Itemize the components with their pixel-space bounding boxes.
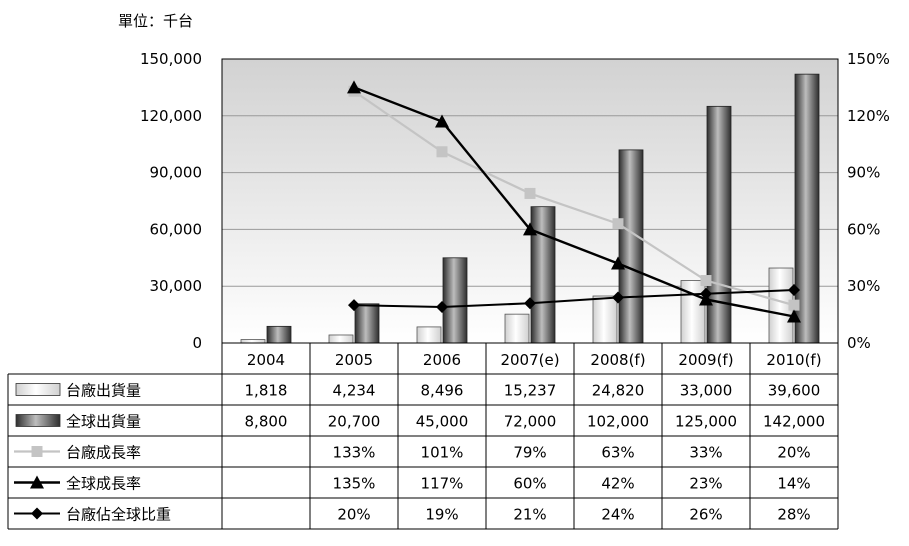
table-value-taiwan-shipment: 15,237 <box>504 382 557 400</box>
table-value-global-shipment: 72,000 <box>504 413 557 431</box>
table-value-global-growth: 23% <box>689 475 722 493</box>
table-value-global-shipment: 8,800 <box>245 413 288 431</box>
table-value-global-growth: 14% <box>777 475 810 493</box>
bar-taiwan-shipment <box>416 326 442 344</box>
point-taiwan-growth <box>788 299 800 311</box>
point-global-growth <box>523 222 537 236</box>
bar-global-shipment <box>618 149 644 344</box>
table-value-taiwan-share: 21% <box>513 506 546 524</box>
legend-key-taiwan-shipment <box>15 383 61 396</box>
y-right-tick-label: 0% <box>847 334 871 352</box>
table-value-taiwan-growth: 20% <box>777 444 810 462</box>
line-taiwan-share <box>353 288 795 309</box>
table-value-taiwan-shipment: 33,000 <box>680 382 733 400</box>
point-global-growth <box>787 309 801 323</box>
table-value-global-shipment: 45,000 <box>416 413 469 431</box>
y-right-tick-label: 30% <box>847 277 880 295</box>
point-taiwan-growth <box>524 187 536 199</box>
plot-area <box>222 59 838 343</box>
legend-marker-global-growth <box>30 475 44 489</box>
table-value-taiwan-shipment: 4,234 <box>333 382 376 400</box>
bar-global-shipment <box>266 325 292 344</box>
bar-global-shipment <box>530 206 556 344</box>
table-value-taiwan-shipment: 1,818 <box>245 382 288 400</box>
y-left-tick-label: 150,000 <box>140 50 202 68</box>
bar-global-shipment <box>706 105 732 344</box>
table-value-taiwan-share: 28% <box>777 506 810 524</box>
x-category-label: 2008(f) <box>590 351 645 369</box>
bar-global-shipment <box>442 257 468 344</box>
y-left-tick-label: 30,000 <box>150 277 203 295</box>
bar-global-shipment <box>794 73 820 344</box>
point-taiwan-share <box>524 297 536 310</box>
x-category-label: 2006 <box>423 351 461 369</box>
point-taiwan-share <box>788 283 800 296</box>
point-taiwan-share <box>700 287 712 300</box>
table-value-global-shipment: 142,000 <box>763 413 825 431</box>
point-taiwan-growth <box>612 218 624 230</box>
table-value-taiwan-share: 26% <box>689 506 722 524</box>
legend-label-global-shipment: 全球出貨量 <box>66 413 141 431</box>
table-value-global-shipment: 102,000 <box>587 413 649 431</box>
table-value-taiwan-growth: 101% <box>421 444 464 462</box>
line-global-growth <box>353 86 795 318</box>
y-right-tick-label: 150% <box>847 50 890 68</box>
bar-global-shipment <box>354 303 380 344</box>
x-category-label: 2009(f) <box>678 351 733 369</box>
point-taiwan-share <box>348 299 360 312</box>
x-category-label: 2005 <box>335 351 373 369</box>
table-value-taiwan-share: 20% <box>337 506 370 524</box>
bar-taiwan-shipment <box>328 334 354 344</box>
table-value-taiwan-shipment: 39,600 <box>768 382 821 400</box>
table-value-taiwan-growth: 133% <box>333 444 376 462</box>
y-left-tick-label: 90,000 <box>150 164 203 182</box>
y-right-tick-label: 90% <box>847 164 880 182</box>
point-global-growth <box>611 256 625 270</box>
table-value-global-growth: 42% <box>601 475 634 493</box>
table-value-taiwan-growth: 63% <box>601 444 634 462</box>
legend-marker-taiwan-share <box>31 507 43 520</box>
point-global-growth <box>347 80 361 94</box>
unit-label: 單位：千台 <box>118 12 194 30</box>
x-category-label: 2010(f) <box>766 351 821 369</box>
table-value-taiwan-growth: 33% <box>689 444 722 462</box>
legend-label-taiwan-growth: 台廠成長率 <box>66 444 141 462</box>
legend-key-global-shipment <box>15 414 61 427</box>
line-taiwan-growth <box>353 90 795 307</box>
table-value-taiwan-shipment: 24,820 <box>592 382 645 400</box>
legend-label-global-growth: 全球成長率 <box>66 475 141 493</box>
table-value-global-growth: 117% <box>421 475 464 493</box>
point-taiwan-growth <box>700 275 712 287</box>
table-value-taiwan-share: 19% <box>425 506 458 524</box>
table-value-global-growth: 60% <box>513 475 546 493</box>
x-category-label: 2007(e) <box>500 351 559 369</box>
table-value-taiwan-growth: 79% <box>513 444 546 462</box>
point-taiwan-growth <box>436 146 448 158</box>
table-value-taiwan-share: 24% <box>601 506 634 524</box>
point-taiwan-share <box>436 301 448 314</box>
point-global-growth <box>435 114 449 128</box>
legend-label-taiwan-share: 台廠佔全球比重 <box>66 506 171 524</box>
bar-taiwan-shipment <box>504 313 530 344</box>
table-value-global-shipment: 125,000 <box>675 413 737 431</box>
y-right-tick-label: 120% <box>847 107 890 125</box>
table-value-taiwan-shipment: 8,496 <box>421 382 464 400</box>
legend-marker-taiwan-growth <box>31 446 43 457</box>
bar-taiwan-shipment <box>240 339 266 344</box>
table-value-global-growth: 135% <box>333 475 376 493</box>
point-taiwan-share <box>612 291 624 304</box>
table-value-global-shipment: 20,700 <box>328 413 381 431</box>
x-category-label: 2004 <box>247 351 285 369</box>
y-left-tick-label: 0 <box>192 334 202 352</box>
bar-taiwan-shipment <box>592 295 618 344</box>
y-right-tick-label: 60% <box>847 220 880 238</box>
y-left-tick-label: 120,000 <box>140 107 202 125</box>
legend-label-taiwan-shipment: 台廠出貨量 <box>66 382 141 400</box>
y-left-tick-label: 60,000 <box>150 220 203 238</box>
